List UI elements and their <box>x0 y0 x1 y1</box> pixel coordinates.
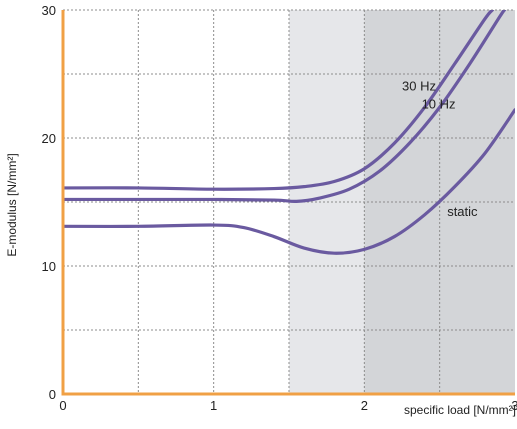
x-axis-label: specific load [N/mm²] <box>404 403 516 417</box>
x-tick-label: 1 <box>210 398 217 413</box>
series-label-10-hz: 10 Hz <box>422 97 456 112</box>
series-label-30-hz: 30 Hz <box>402 79 436 94</box>
y-tick-label: 20 <box>42 131 56 146</box>
series-line-static <box>63 108 515 255</box>
y-tick-label: 0 <box>49 387 56 402</box>
y-tick-label: 30 <box>42 3 56 18</box>
series-label-static: static <box>447 204 478 219</box>
x-tick-label: 2 <box>361 398 368 413</box>
y-tick-label: 10 <box>42 259 56 274</box>
series-line-10-hz <box>63 10 507 204</box>
x-tick-label: 3 <box>511 398 517 413</box>
series-line-30-hz <box>63 10 494 191</box>
x-tick-label: 0 <box>59 398 66 413</box>
y-axis-label: E-modulus [N/mm²] <box>5 153 19 256</box>
series-lines <box>63 10 515 255</box>
axes <box>61 10 515 396</box>
series-labels: 30 Hz 10 Hz static <box>402 79 478 219</box>
shaded-regions <box>289 10 515 394</box>
